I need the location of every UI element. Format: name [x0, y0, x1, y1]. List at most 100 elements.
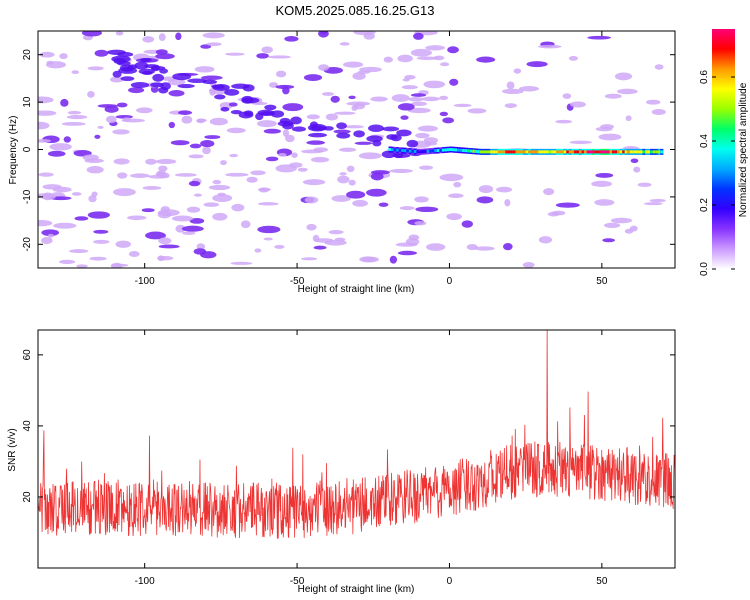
spectrogram-blob	[241, 97, 260, 104]
spectrogram-x-label: Height of straight line (km)	[298, 284, 415, 295]
spectrogram-blob	[140, 58, 152, 63]
spectrogram-blob	[175, 32, 182, 41]
ridge-core	[408, 149, 412, 153]
ridge-core	[586, 150, 590, 154]
spectrogram-blob	[408, 234, 420, 241]
spectrogram-blob	[117, 60, 131, 66]
spectrogram-blob	[324, 239, 347, 246]
snr-y-tick-label: 20	[22, 491, 33, 503]
spectrogram-blob	[503, 243, 513, 251]
spectrogram-blob	[86, 165, 104, 174]
spectrogram-blob	[446, 213, 462, 221]
spectrogram-blob	[399, 206, 415, 211]
colorbar-label: Normalized spectral amplitude	[738, 82, 749, 217]
spectrogram-blob	[382, 126, 400, 132]
spectrogram-blob	[643, 202, 663, 206]
colorbar: 0.0 0.2 0.4 0.6 Normalized spectral amplitu…	[699, 29, 749, 276]
spectrogram-blob	[47, 233, 55, 238]
spectrogram-blob	[602, 238, 615, 243]
spectrogram-blob	[181, 225, 204, 232]
ridge-core	[525, 150, 529, 154]
spectrogram-blob	[189, 143, 202, 149]
spectrogram-blob	[401, 85, 418, 90]
ridge-core	[591, 150, 595, 154]
spectrogram-blob	[152, 73, 164, 82]
ridge-core	[528, 150, 532, 154]
spectrogram-blob	[49, 143, 72, 151]
spectrogram-y-tick-label: 10	[22, 96, 33, 108]
spectrogram-blob	[629, 225, 638, 232]
ridge-core	[578, 150, 583, 154]
spectrogram-blob	[38, 138, 51, 143]
ridge-core	[467, 149, 471, 153]
spectrogram-blob	[265, 156, 279, 162]
spectrogram-blob	[93, 229, 109, 234]
spectrogram-blob	[406, 139, 419, 148]
spectrogram-blob	[522, 261, 535, 268]
ridge-core	[436, 148, 440, 152]
spectrogram-blobs	[38, 31, 666, 268]
spectrogram-blob	[415, 132, 430, 139]
spectrogram-blob	[359, 256, 376, 263]
ridge-core	[533, 150, 537, 154]
spectrogram-blob	[617, 88, 638, 95]
ridge-core	[566, 150, 570, 154]
ridge-core	[584, 150, 588, 154]
spectrogram-blob	[569, 140, 592, 145]
spectrogram-blob	[353, 31, 376, 36]
spectrogram-blob	[358, 152, 382, 160]
spectrogram-blob	[220, 107, 230, 112]
spectrogram-blob	[414, 196, 429, 203]
spectrogram-blob	[275, 70, 287, 78]
ridge-core	[642, 150, 646, 154]
ridge-core	[451, 148, 456, 152]
ridge-core	[403, 149, 407, 153]
spectrogram-blob	[290, 116, 302, 125]
spectrogram-blob	[117, 51, 134, 57]
ridge-core	[479, 150, 484, 154]
spectrogram-blob	[598, 133, 622, 141]
spectrogram-blob	[392, 153, 411, 158]
spectrogram-blob	[383, 56, 393, 63]
spectrogram-blob	[310, 156, 330, 163]
spectrogram-blob	[518, 86, 539, 92]
spectrogram-blob	[212, 179, 222, 185]
snr-x-tick-label: -100	[135, 576, 155, 587]
spectrogram-blob	[186, 206, 201, 213]
spectrogram-blob	[425, 243, 446, 251]
colorbar-tick-label: 0.2	[699, 198, 710, 212]
spectrogram-ridge	[388, 146, 664, 155]
ridge-core	[449, 148, 453, 151]
spectrogram-blob	[74, 216, 89, 221]
spectrogram-x-tick-label: -100	[135, 276, 155, 287]
ridge-core	[634, 150, 639, 154]
spectrogram-blob	[391, 94, 410, 102]
ridge-core	[660, 150, 664, 154]
spectrogram-y-ticks: -20 -10 0 10 20	[22, 49, 675, 252]
spectrogram-blob	[649, 198, 666, 203]
spectrogram-blob	[439, 111, 449, 117]
ridge-core	[426, 149, 430, 153]
ridge-core	[515, 150, 519, 154]
spectrogram-blob	[53, 222, 77, 229]
spectrogram-blob	[155, 158, 177, 165]
spectrogram-blob	[155, 49, 168, 55]
spectrogram-y-tick-label: 20	[22, 49, 33, 61]
spectrogram-blob	[352, 199, 368, 207]
spectrogram-blob	[82, 154, 99, 161]
spectrogram-blob	[397, 250, 418, 256]
spectrogram-blob	[71, 192, 82, 196]
spectrogram-blob	[303, 74, 323, 82]
spectrogram-blob	[476, 56, 496, 63]
spectrogram-blob	[625, 115, 632, 122]
spectrogram-blob	[408, 97, 424, 102]
spectrogram-blob	[591, 180, 612, 187]
spectrogram-blob	[128, 251, 140, 258]
spectrogram-blob	[71, 70, 80, 75]
ridge-core	[441, 148, 445, 152]
spectrogram-blob	[59, 259, 76, 265]
spectrogram-blob	[150, 85, 159, 93]
spectrogram-blob	[89, 256, 107, 261]
spectrogram-blob	[306, 140, 325, 145]
spectrogram-blob	[254, 248, 262, 253]
